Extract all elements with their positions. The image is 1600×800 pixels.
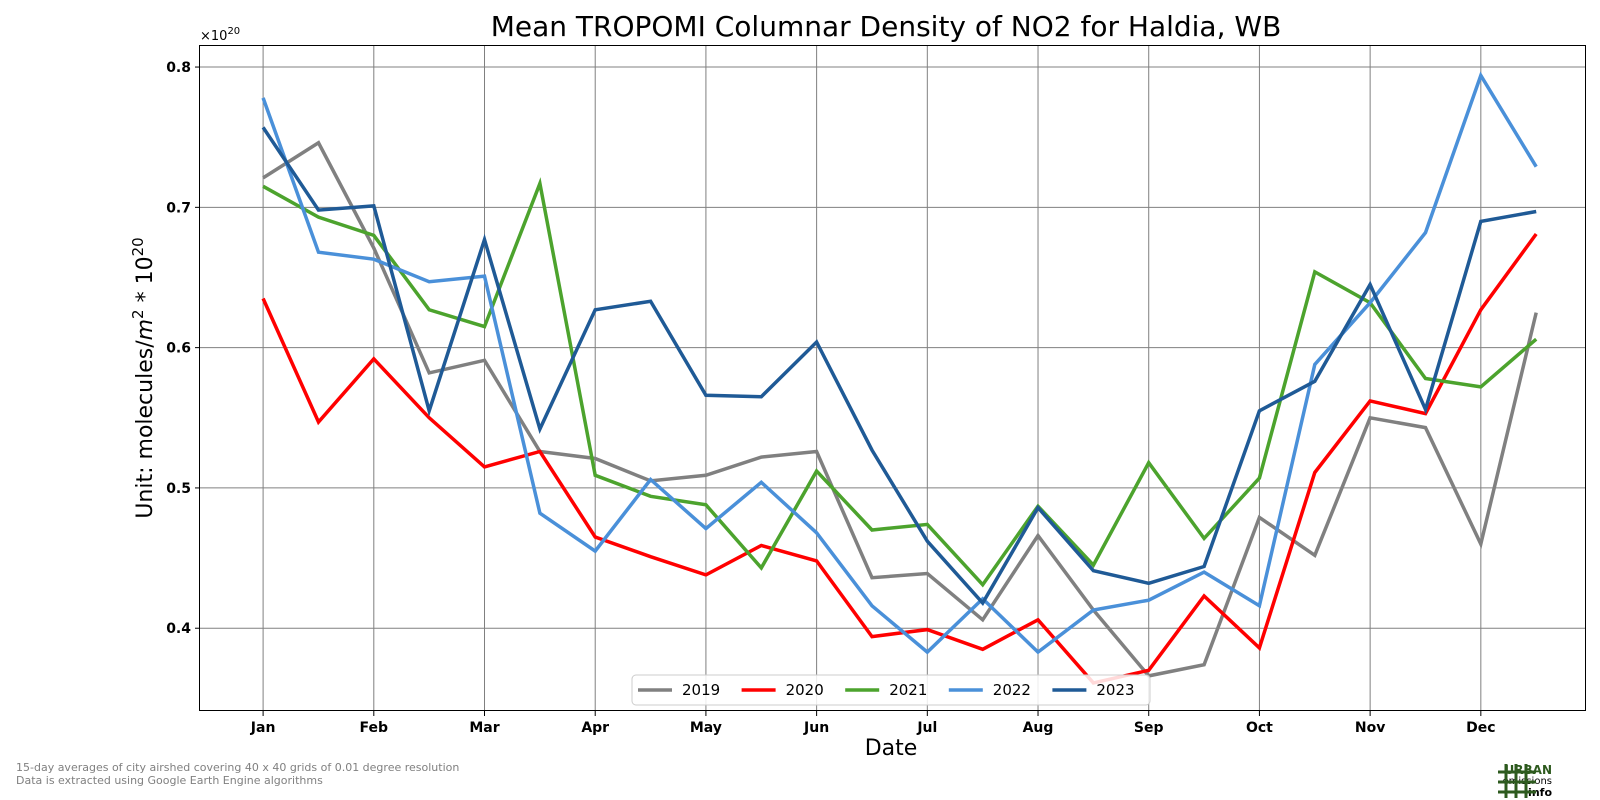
y-tick-label: 0.4 xyxy=(166,621,191,637)
chart-title: Mean TROPOMI Columnar Density of NO2 for… xyxy=(491,10,1282,43)
y-axis-label-m: m xyxy=(133,319,158,340)
series-line-2021 xyxy=(262,177,1538,588)
footnote-line-1: 15-day averages of city airshed covering… xyxy=(16,761,460,774)
x-tick-label: Sep xyxy=(1134,720,1164,736)
y-tick-label: 0.6 xyxy=(166,341,191,357)
plot-frame xyxy=(199,45,1586,711)
x-tick-label: Dec xyxy=(1466,720,1495,736)
legend-label-2020: 2020 xyxy=(786,681,824,699)
y-axis-label-mid: * 10 xyxy=(133,256,158,309)
logo-text-info: .info xyxy=(1523,786,1552,799)
x-tick-label: Oct xyxy=(1246,720,1273,736)
x-axis-label: Date xyxy=(865,736,918,761)
x-tick-label: Aug xyxy=(1023,720,1054,736)
y-offset-exponent: 20 xyxy=(227,26,240,37)
y-tick-label: 0.5 xyxy=(166,481,191,497)
y-offset-label: ×1020 xyxy=(200,26,240,44)
legend-label-2022: 2022 xyxy=(993,681,1031,699)
series-line-2019 xyxy=(262,140,1538,678)
y-axis-label: Unit: molecules/m2 * 1020 xyxy=(129,237,158,518)
y-tick-label: 0.8 xyxy=(166,60,191,76)
series-line-2022 xyxy=(261,71,1538,655)
y-axis-label-prefix: Unit: molecules/ xyxy=(133,340,158,519)
y-tick-label: 0.7 xyxy=(166,200,191,216)
x-axis-ticks: Jan Feb Mar Apr May Jun Jul Aug Sep Oct Nov Dec xyxy=(250,711,1496,736)
x-tick-label: Jun xyxy=(803,720,829,736)
series-line-2023 xyxy=(261,126,1537,606)
legend-box xyxy=(631,674,1151,706)
x-tick-label: Nov xyxy=(1355,720,1385,736)
legend-label-2023: 2023 xyxy=(1096,681,1134,699)
y-axis-label-exp: 20 xyxy=(129,237,147,256)
logo-grid-icon xyxy=(1498,764,1536,798)
series-lines xyxy=(261,71,1538,685)
legend-label-2019: 2019 xyxy=(682,681,720,699)
series-line-2020 xyxy=(261,232,1538,685)
x-tick-label: Jan xyxy=(250,720,276,736)
footnote-line-2: Data is extracted using Google Earth Eng… xyxy=(16,774,323,787)
legend: 2019 2020 2021 2022 2023 xyxy=(631,674,1151,706)
legend-label-2021: 2021 xyxy=(889,681,927,699)
x-tick-label: May xyxy=(690,720,722,736)
x-tick-label: Mar xyxy=(469,720,499,736)
x-tick-label: Apr xyxy=(581,720,609,736)
x-tick-label: Feb xyxy=(360,720,389,736)
urban-emissions-logo: URBAN emissions .info xyxy=(1496,762,1596,799)
y-offset-base: ×10 xyxy=(200,29,227,44)
x-tick-label: Jul xyxy=(916,720,937,736)
y-axis-label-m-exp: 2 xyxy=(129,309,147,319)
y-axis-ticks: 0.4 0.5 0.6 0.7 0.8 xyxy=(166,60,200,637)
